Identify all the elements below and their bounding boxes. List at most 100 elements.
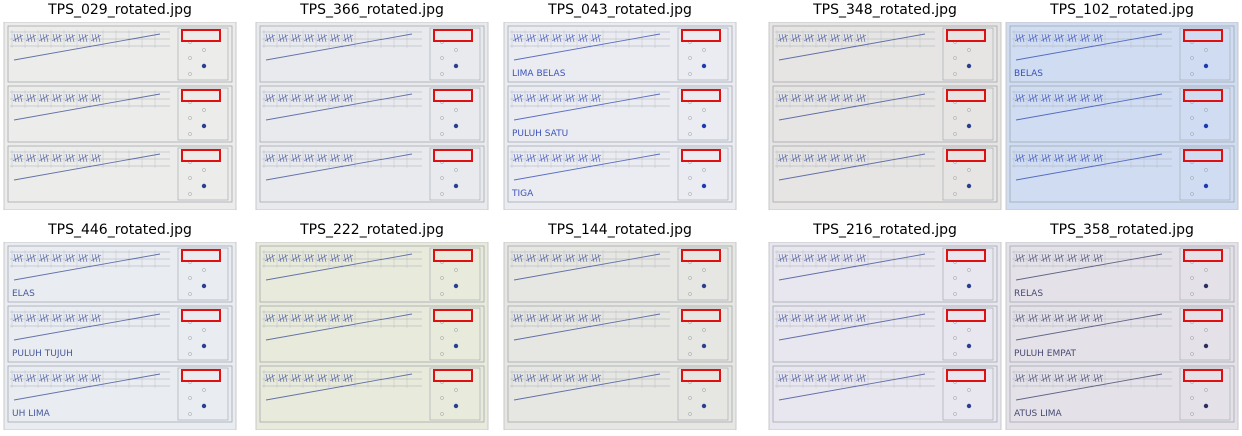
filled-marker [201,283,207,289]
detection-box [181,29,221,42]
form-photo: BELAS [1002,22,1242,210]
filled-marker [1203,63,1209,69]
detection-box [433,149,473,162]
panel: TPS_029_rotated.jpg [0,0,240,215]
detection-box [181,369,221,382]
form-photo [0,22,240,210]
filled-marker [201,63,207,69]
filled-marker [1203,343,1209,349]
filled-marker [201,403,207,409]
detection-box [181,149,221,162]
detection-box [946,149,986,162]
detection-box [1183,89,1223,102]
handwritten-number-text: PULUH SATU [512,129,568,139]
paper-sheet [3,22,237,210]
form-photo [500,242,740,430]
paper-sheet [3,242,237,430]
form-section [7,25,233,83]
paper-sheet [768,22,1002,210]
detection-box [946,29,986,42]
detection-box [681,249,721,262]
detection-box [681,369,721,382]
form-section [259,305,485,363]
form-section [772,145,998,203]
filled-marker [701,183,707,189]
form-photo: ELAS PULUH TUJUH UH LIMA [0,242,240,430]
filled-marker [453,403,459,409]
filled-marker [701,403,707,409]
filled-marker [966,183,972,189]
filled-marker [701,283,707,289]
handwritten-number-text: RELAS [1014,289,1043,299]
form-section [259,145,485,203]
paper-sheet [768,242,1002,430]
panel-title: TPS_102_rotated.jpg [1050,2,1194,18]
form-section [1009,25,1235,83]
form-section [259,85,485,143]
detection-box [681,149,721,162]
panel-title: TPS_029_rotated.jpg [48,2,192,18]
detection-box [433,89,473,102]
paper-sheet [1005,242,1239,430]
detection-box [946,369,986,382]
form-photo [252,22,492,210]
detection-box [433,369,473,382]
handwritten-number-text: ATUS LIMA [1014,409,1063,419]
form-section [259,245,485,303]
detection-box [681,89,721,102]
panel: TPS_043_rotated.jpg LIMA BELAS PULUH SATU… [500,0,740,215]
filled-marker [201,183,207,189]
filled-marker [1203,123,1209,129]
detection-box [946,249,986,262]
panel-title: TPS_446_rotated.jpg [48,222,192,238]
detection-box [1183,29,1223,42]
detection-box [1183,149,1223,162]
detection-box [1183,369,1223,382]
filled-marker [701,123,707,129]
panel: TPS_222_rotated.jpg [252,220,492,435]
form-section [1009,145,1235,203]
filled-marker [701,63,707,69]
form-section [507,25,733,83]
form-section [772,85,998,143]
detection-box [681,29,721,42]
filled-marker [453,63,459,69]
paper-sheet [503,242,737,430]
panel-title: TPS_144_rotated.jpg [548,222,692,238]
detection-box [433,309,473,322]
detection-box [181,309,221,322]
form-section [772,305,998,363]
form-section [7,85,233,143]
filled-marker [453,343,459,349]
form-section [259,365,485,423]
handwritten-number-text: UH LIMA [12,409,51,419]
filled-marker [1203,283,1209,289]
filled-marker [966,283,972,289]
detection-box [1183,249,1223,262]
detection-box [433,249,473,262]
form-photo [765,22,1005,210]
form-photo [765,242,1005,430]
handwritten-number-text: ELAS [12,289,35,299]
panel-title: TPS_366_rotated.jpg [300,2,444,18]
form-section [1009,365,1235,423]
detection-box [946,89,986,102]
form-section [507,365,733,423]
form-section [7,305,233,363]
panel: TPS_216_rotated.jpg [765,220,1005,435]
panel: TPS_144_rotated.jpg [500,220,740,435]
detection-box [681,309,721,322]
form-section [1009,305,1235,363]
form-section [772,365,998,423]
panel: TPS_358_rotated.jpg RELAS PULUH EMPAT ATUS… [1002,220,1242,435]
panel-title: TPS_216_rotated.jpg [813,222,957,238]
handwritten-number-text: TIGA [511,189,534,199]
panel-title: TPS_348_rotated.jpg [813,2,957,18]
handwritten-number-text: LIMA BELAS [512,69,566,79]
filled-marker [1203,403,1209,409]
form-photo: RELAS PULUH EMPAT ATUS LIMA [1002,242,1242,430]
filled-marker [1203,183,1209,189]
panel: TPS_446_rotated.jpg ELAS PULUH TUJUH UH LI… [0,220,240,435]
filled-marker [201,123,207,129]
form-section [7,145,233,203]
